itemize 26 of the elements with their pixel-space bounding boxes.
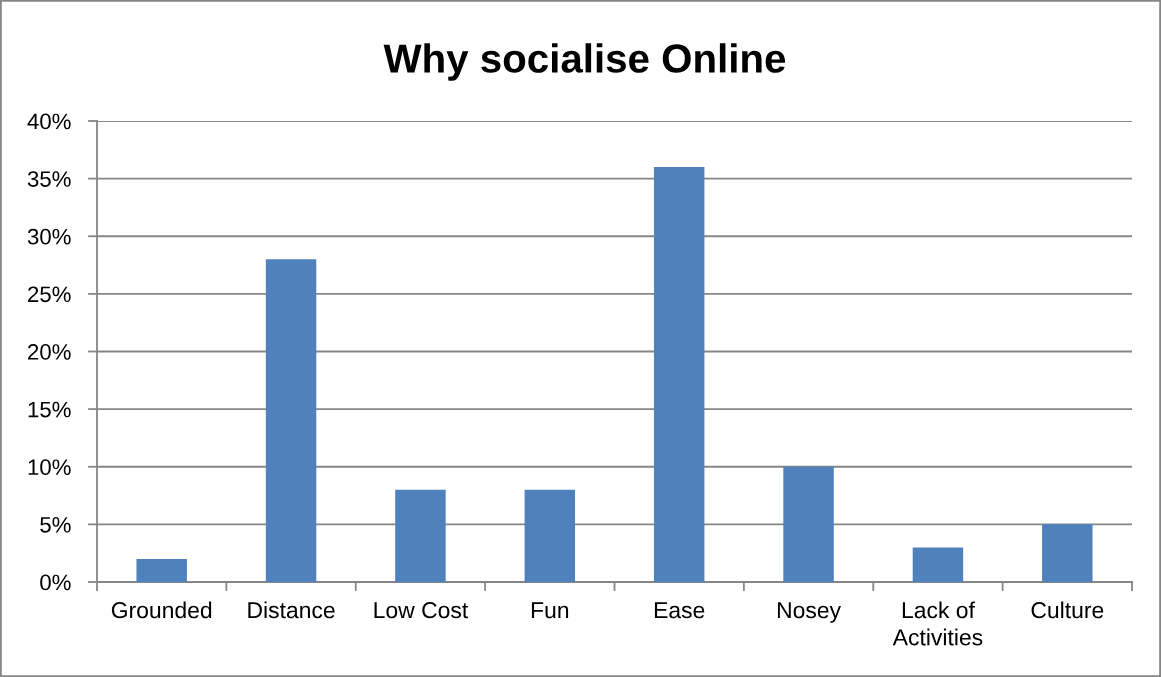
- x-tick-label: Lack of Activities: [892, 601, 983, 646]
- bar: [912, 547, 964, 582]
- bar: [653, 167, 705, 582]
- y-tick-label: 30%: [27, 228, 71, 245]
- y-tick-label: 15%: [28, 401, 71, 418]
- y-tick-label: 40%: [27, 113, 71, 130]
- y-tick-label: 10%: [28, 459, 71, 476]
- y-tick-label: 5%: [40, 517, 71, 533]
- y-tick-label: 25%: [28, 286, 71, 303]
- bar: [783, 466, 834, 582]
- y-tick-label: 20%: [28, 344, 71, 360]
- bar: [395, 489, 446, 582]
- y-tick-label: 35%: [27, 171, 71, 187]
- bar: [1042, 524, 1093, 582]
- x-tick-label: Grounded: [111, 601, 212, 619]
- x-tick-label: Fun: [531, 602, 569, 619]
- x-tick-label: Culture: [1031, 601, 1104, 619]
- bar: [524, 489, 576, 582]
- chart-title: Why socialise Online: [383, 43, 786, 81]
- x-tick-label: Low Cost: [374, 602, 469, 619]
- bar: [265, 259, 317, 582]
- x-tick-label: Ease: [654, 602, 705, 619]
- x-tick-label: Nosey: [777, 602, 841, 623]
- x-tick-label: Distance: [248, 601, 335, 619]
- bar: [136, 558, 187, 582]
- y-tick-label: 0%: [40, 574, 71, 591]
